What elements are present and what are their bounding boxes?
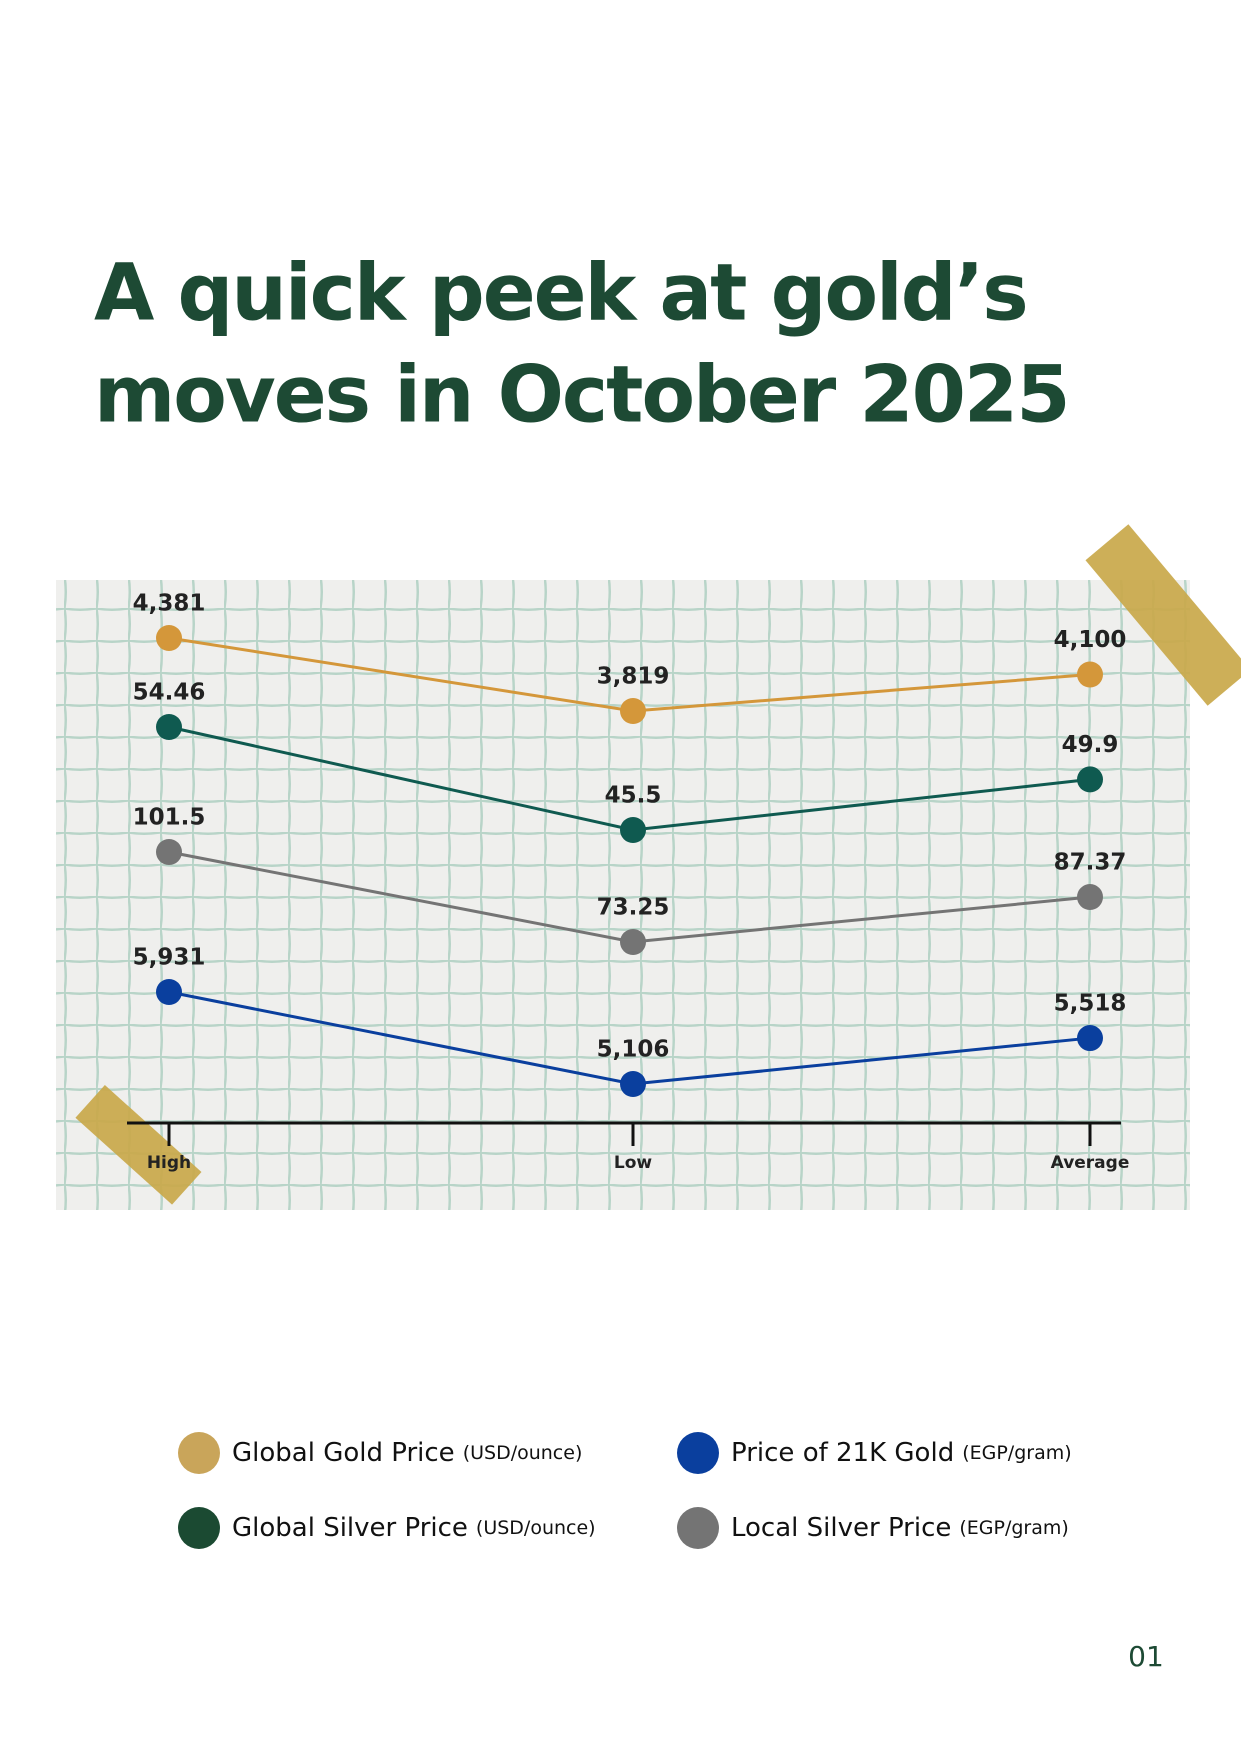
legend-swatch: [677, 1432, 719, 1474]
point: [156, 979, 182, 1005]
x-tick-label: Low: [614, 1153, 653, 1173]
point: [1077, 766, 1103, 793]
tape: [1085, 524, 1241, 706]
point: [620, 698, 646, 724]
legend-swatch: [677, 1507, 719, 1549]
point: [1077, 884, 1103, 911]
value-label: 5,106: [597, 1037, 670, 1063]
x-tick-label: High: [147, 1153, 191, 1173]
point: [620, 817, 646, 843]
point: [156, 839, 182, 865]
tape: [75, 1085, 202, 1205]
legend-swatch: [178, 1432, 220, 1474]
value-label: 45.5: [605, 783, 662, 809]
value-label: 87.37: [1054, 850, 1127, 876]
legend-label: Global Silver Price (USD/ounce): [232, 1513, 596, 1543]
point: [1077, 1025, 1103, 1052]
value-label: 3,819: [597, 664, 670, 690]
point: [1077, 661, 1103, 688]
page-number: 01: [1128, 1640, 1164, 1673]
legend-name: Global Gold Price: [232, 1438, 455, 1468]
x-tick-label: Average: [1051, 1153, 1130, 1173]
value-label: 54.46: [133, 680, 206, 706]
legend-name: Local Silver Price: [731, 1513, 951, 1543]
point: [156, 625, 182, 651]
legend-label: Global Gold Price (USD/ounce): [232, 1438, 582, 1468]
legend-unit: (USD/ounce): [463, 1442, 583, 1464]
legend-unit: (EGP/gram): [959, 1517, 1068, 1539]
legend-name: Global Silver Price: [232, 1513, 468, 1543]
legend-name: Price of 21K Gold: [731, 1438, 954, 1468]
value-label: 101.5: [133, 805, 206, 831]
point: [620, 929, 646, 955]
value-label: 4,381: [133, 591, 206, 617]
value-label: 5,518: [1054, 991, 1127, 1017]
legend-label: Price of 21K Gold (EGP/gram): [731, 1438, 1072, 1468]
value-label: 5,931: [133, 945, 206, 971]
legend-unit: (EGP/gram): [962, 1442, 1071, 1464]
legend-swatch: [178, 1507, 220, 1549]
grid-paper: [56, 580, 1190, 1210]
title-line: A quick peek at gold’s: [94, 248, 1027, 338]
value-label: 73.25: [597, 895, 670, 921]
point: [620, 1071, 646, 1097]
value-label: 4,100: [1054, 627, 1127, 653]
legend-unit: (USD/ounce): [476, 1517, 596, 1539]
title-line: moves in October 2025: [94, 350, 1068, 440]
value-label: 49.9: [1062, 732, 1119, 758]
point: [156, 714, 182, 740]
legend-label: Local Silver Price (EGP/gram): [731, 1513, 1069, 1543]
